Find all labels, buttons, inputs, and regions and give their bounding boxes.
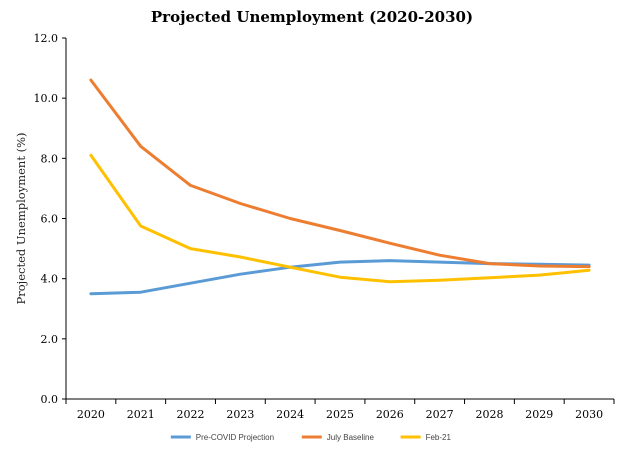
x-tick-label: 2029 [525,408,553,421]
y-axis-title: Projected Unemployment (%) [14,133,28,305]
x-tick-label: 2026 [376,408,404,421]
x-tick-label: 2024 [276,408,304,421]
y-tick-label: 10.0 [34,92,59,105]
x-tick-label: 2028 [475,408,503,421]
x-tick-label: 2030 [575,408,603,421]
x-tick-label: 2022 [177,408,205,421]
y-tick-label: 2.0 [41,333,59,346]
y-tick-label: 12.0 [34,32,59,45]
series-line-3 [89,153,591,284]
x-tick-label: 2023 [226,408,254,421]
legend-label-1: Pre-COVID Projection [196,433,274,442]
legend-label-3: Feb-21 [426,433,452,442]
x-tick-label: 2025 [326,408,354,421]
y-tick-label: 8.0 [41,152,59,165]
x-tick-label: 2021 [127,408,155,421]
legend-label-2: July Baseline [327,433,375,442]
y-tick-label: 6.0 [41,213,59,226]
y-tick-label: 4.0 [41,273,59,286]
y-tick-label: 0.0 [41,393,59,406]
x-tick-label: 2020 [77,408,105,421]
chart-title: Projected Unemployment (2020-2030) [150,8,474,26]
series-line-2 [89,78,591,269]
x-tick-label: 2027 [426,408,454,421]
